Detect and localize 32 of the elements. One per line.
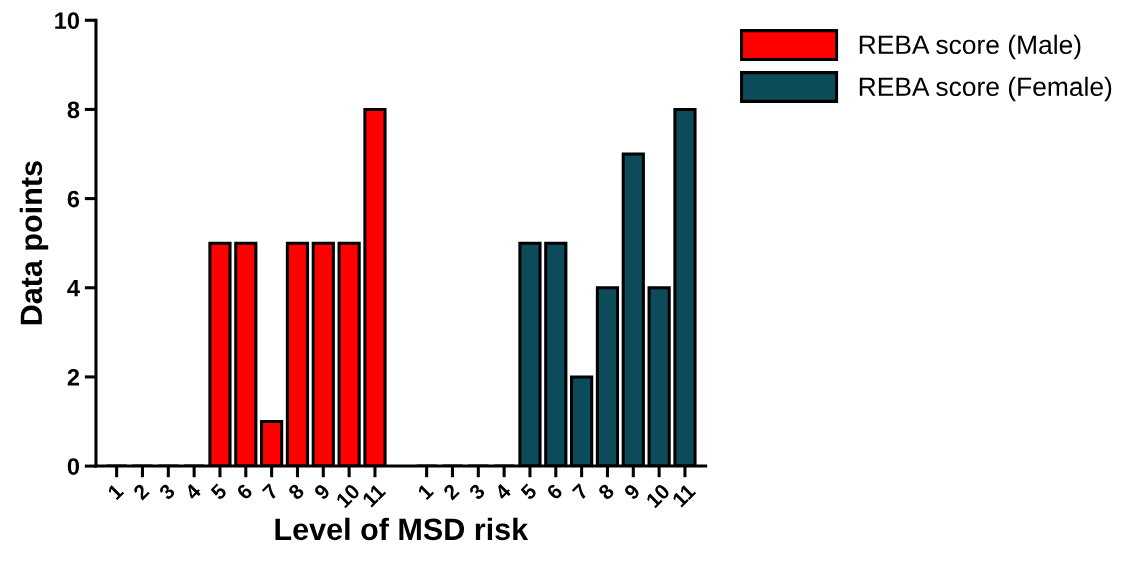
x-tick-label: 8	[597, 482, 616, 501]
x-tick-label: 3	[158, 482, 176, 501]
x-tick-label: 4	[493, 482, 512, 501]
x-tick-label: 5	[210, 483, 228, 501]
x-tick-label: 8	[287, 482, 306, 501]
x-tick-label: 9	[313, 483, 331, 501]
x-tick-label: 7	[261, 483, 279, 501]
x-tick-label: 11	[361, 483, 387, 508]
x-tick-label: 6	[545, 482, 564, 501]
legend-label: REBA score (Male)	[859, 34, 1081, 60]
x-tick-label: 11	[671, 483, 697, 508]
x-tick-label: 5	[519, 483, 538, 501]
y-tick-label: 0	[67, 458, 80, 475]
x-tick-label: 3	[468, 482, 486, 501]
x-tick-label: 4	[183, 482, 202, 501]
x-tick-label: 2	[132, 483, 150, 501]
y-tick-label: 10	[55, 12, 80, 30]
x-tick-label: 7	[571, 483, 589, 501]
x-tick-label: 2	[442, 483, 460, 501]
x-tick-label: 9	[623, 483, 641, 501]
y-axis-title: Data points	[19, 161, 49, 325]
x-tick-label: 6	[235, 482, 254, 501]
legend-label: REBA score (Female)	[859, 76, 1112, 102]
x-tick-label: 1	[417, 483, 435, 501]
y-tick-label: 4	[67, 280, 80, 297]
x-tick-label: 1	[107, 483, 125, 501]
x-tick-label: 10	[335, 483, 361, 509]
x-axis-title: Level of MSD risk	[275, 517, 529, 541]
y-tick-label: 6	[67, 190, 80, 208]
x-tick-label: 10	[645, 483, 671, 509]
y-tick-label: 2	[67, 369, 80, 386]
y-tick-label: 8	[67, 101, 80, 119]
